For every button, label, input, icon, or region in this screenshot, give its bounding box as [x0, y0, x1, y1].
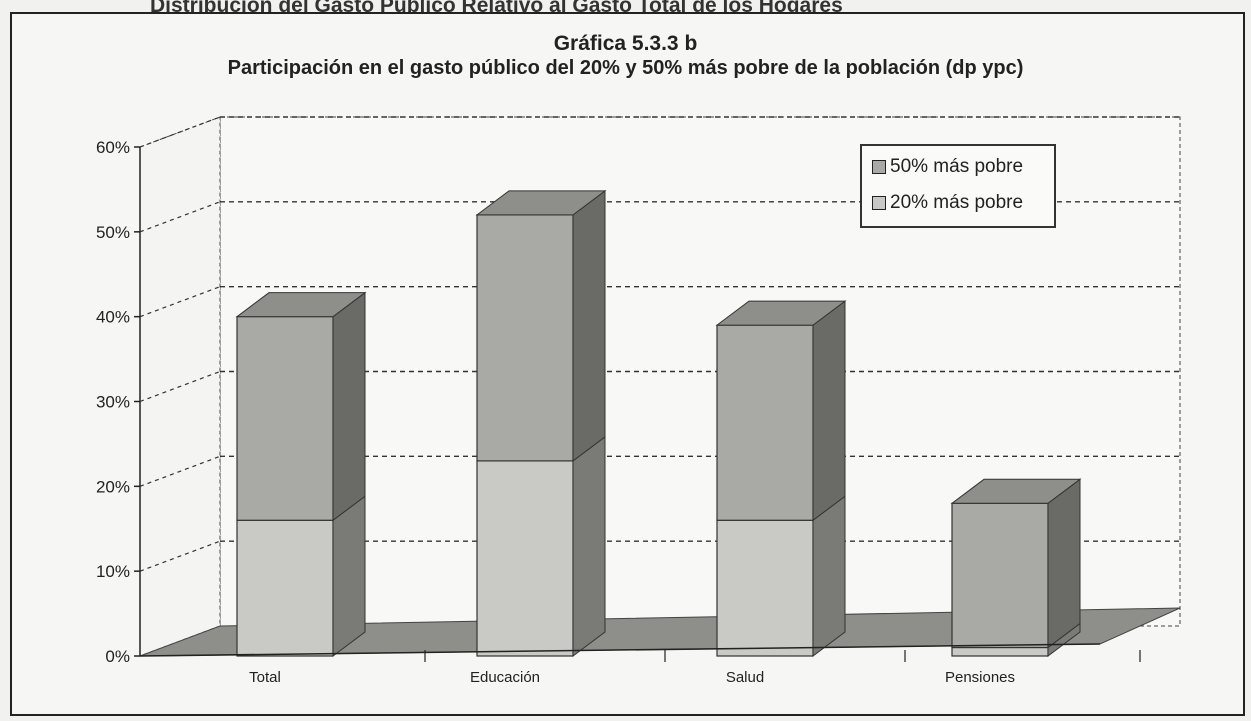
bar-top	[235, 292, 367, 318]
legend-label-20: 20% más pobre	[890, 192, 1024, 213]
bar-front	[951, 646, 1049, 657]
gridline-diagonal	[139, 201, 221, 233]
legend-swatch-50	[872, 160, 886, 174]
bar-front	[236, 519, 334, 657]
bar-front	[476, 214, 574, 462]
x-tick-label: Educación	[470, 669, 540, 686]
bar-front	[476, 460, 574, 657]
x-tick-label: Salud	[726, 669, 764, 686]
bar-front	[716, 519, 814, 657]
bar-side	[332, 291, 366, 522]
bar-side	[812, 495, 846, 657]
y-tick-label: 10%	[96, 562, 130, 581]
bar-top	[950, 478, 1082, 504]
y-tick-label: 40%	[96, 308, 130, 327]
gridline-diagonal	[139, 455, 221, 487]
chart-gridlines	[139, 116, 1180, 572]
chart-title: Gráfica 5.3.3 b	[553, 32, 698, 55]
y-tick-label: 60%	[96, 138, 130, 157]
cropped-header-text: Distribución del Gasto Público Relativo …	[150, 0, 843, 12]
legend-label-50: 50% más pobre	[890, 156, 1024, 177]
bar-front	[236, 316, 334, 521]
bar-front	[951, 502, 1049, 649]
gridline-diagonal	[139, 540, 221, 572]
x-axis: Total Educación Salud Pensiones	[139, 643, 1141, 686]
x-axis-line	[139, 643, 1101, 657]
legend-item-20: 20% más pobre	[872, 192, 1023, 214]
legend-swatch-20	[872, 196, 886, 210]
bar-top	[475, 190, 607, 216]
gridline-diagonal	[139, 370, 221, 403]
y-tick-label: 50%	[96, 223, 130, 242]
y-axis: 0% 10% 20% 30% 40% 50% 60%	[96, 138, 141, 666]
bar-side	[332, 495, 366, 657]
y-tick-label: 0%	[105, 647, 130, 666]
bar-side	[1047, 478, 1081, 649]
x-tick-label: Total	[249, 669, 281, 686]
bar-front	[716, 324, 814, 521]
y-tick-label: 30%	[96, 393, 130, 412]
bar-top	[715, 300, 847, 326]
legend: 50% más pobre 20% más pobre	[860, 144, 1056, 228]
legend-item-50: 50% más pobre	[872, 156, 1023, 178]
gridline-diagonal	[139, 286, 221, 318]
x-tick-label: Pensiones	[945, 669, 1015, 686]
chart-bars	[235, 189, 1082, 657]
bar-side	[572, 189, 606, 462]
bar-side	[812, 300, 846, 522]
bar-side	[572, 435, 606, 657]
chart-subtitle: Participación en el gasto público del 20…	[227, 57, 1024, 79]
y-tick-label: 20%	[96, 477, 130, 496]
gridline-diagonal	[139, 116, 221, 148]
